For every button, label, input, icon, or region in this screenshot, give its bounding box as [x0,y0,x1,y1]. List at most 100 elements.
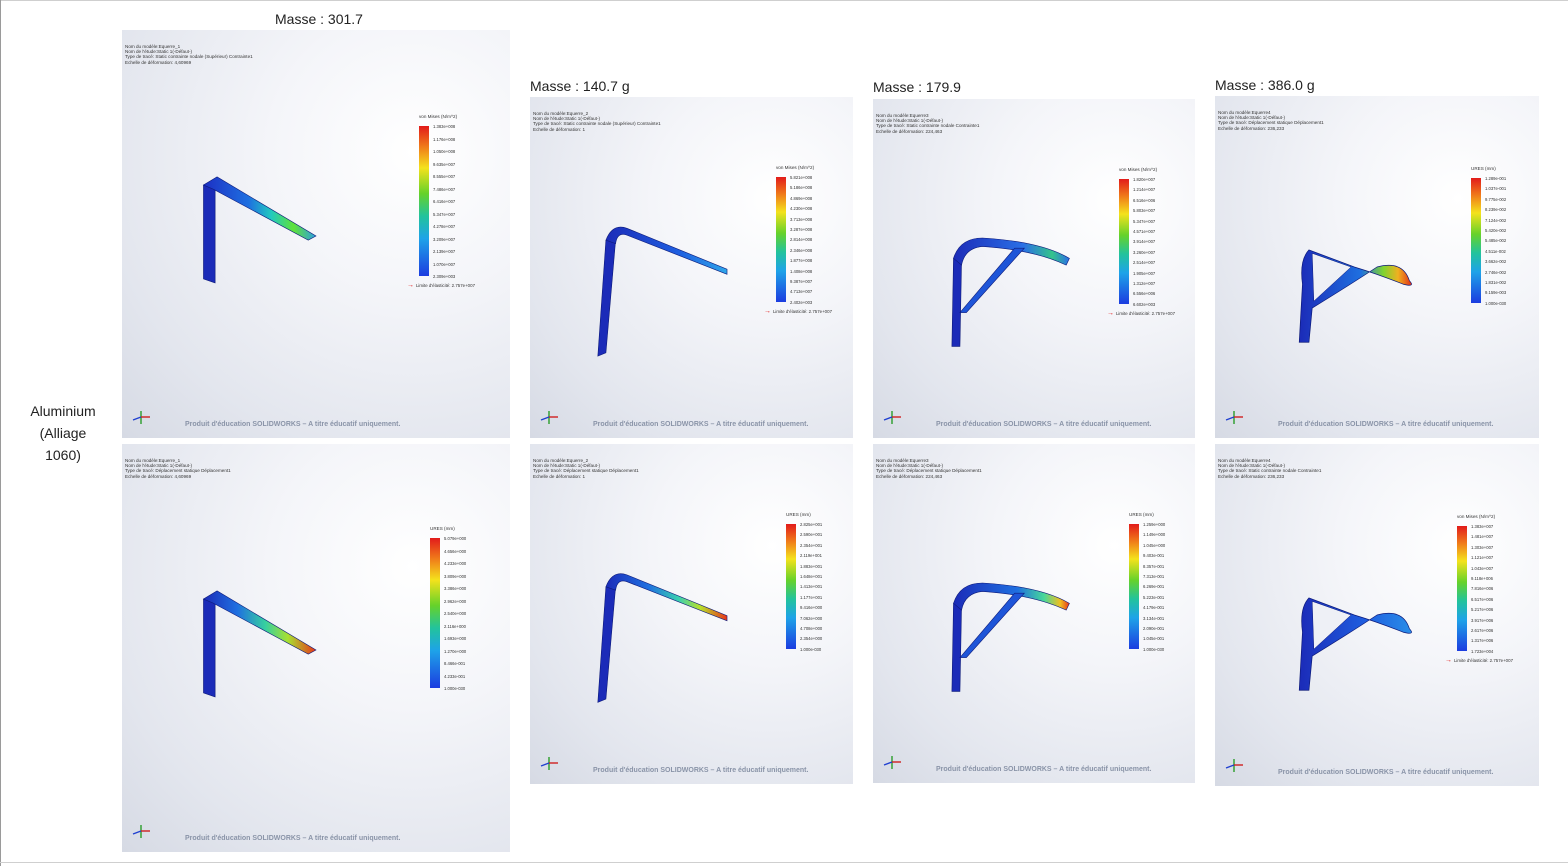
legend-tick-label: 2.514e+007 [1133,260,1156,266]
study-info-line: Type de tracé: Static contrainte nodale … [1218,468,1322,474]
legend-tick-label: 4.278e+007 [433,224,456,229]
study-info-line: Nom de l'étude:Static 1(-Défaut-) [1218,115,1286,121]
axis-triad-icon [883,756,901,769]
bottom-border [0,862,1568,863]
study-info-line: Nom du modèle:Equerre_2 [533,458,589,463]
legend-tick-label: 2.354e+000 [800,636,823,642]
study-info-line: Nom de l'étude:Static 1(-Défaut-) [1218,463,1286,469]
legend-tick-label: 1.000e-030 [444,686,466,691]
legend-tick-label: 2.116e+000 [444,623,466,629]
legend-ticks: 1.383e+007 1.481e+007 1.303e+007 1.121e+007… [1471,524,1493,659]
legend-tick-label: 3.662e-002 [1485,259,1507,265]
simulation-panel: Nom du modèle:Equerre4 Nom de l'étude:Sta… [1215,96,1539,438]
material-label-line3: 1060) [45,447,81,463]
material-label-line1: Aluminium [30,403,96,419]
legend-color-bar [1471,178,1481,303]
axis-triad-icon [132,825,150,838]
watermark-text: Produit d'éducation SOLIDWORKS – A titre… [185,421,401,428]
red-arrow-icon: → [1445,657,1454,664]
legend-tick-label: 9.416e+000 [800,605,823,611]
legend-tick-label: 1.413e+001 [800,584,823,590]
watermark-text: Produit d'éducation SOLIDWORKS – A titre… [185,835,401,842]
legend-tick-label: 4.511e-002 [1485,248,1506,254]
axis-triad-icon [883,411,901,424]
legend-title: von Mises (N/m^2) [419,114,458,119]
legend-title: URES (mm) [1471,166,1496,171]
legend-tick-label: 1.303e+007 [1471,544,1494,550]
legend-tick-label: 5.217e+006 [1471,607,1494,613]
yield-limit-text: Limite d'élasticité: 2.757e+007 [1453,658,1514,663]
study-info-line: Echelle de déformation: 4,60969 [125,473,192,479]
legend-title: von Mises (N/m^2) [776,165,815,170]
study-info: Nom du modèle:Equerre3 Nom de l'étude:Sta… [876,458,982,479]
legend-tick-label: 5.420e-002 [1485,228,1507,234]
legend-tick-label: 2.540e+000 [444,611,467,616]
legend-tick-label: 1.045e-001 [1143,636,1165,642]
legend-title: von Mises (N/m^2) [1457,514,1496,519]
legend-tick-label: 1.177e+001 [800,594,823,600]
study-info-line: Type de tracé: Static contrainte nodale … [125,54,253,60]
legend-tick-label: 9.775e-002 [1485,196,1507,202]
study-info-line: Nom du modèle:Equerre4 [1218,110,1271,115]
legend-tick-label: 4.233e-001 [444,673,466,679]
red-arrow-icon: → [1107,310,1116,317]
bracket-model [202,176,317,284]
bracket-model [597,226,728,357]
legend-tick-label: 2.119e+001 [800,553,822,559]
study-info-line: Type de tracé: Déplacement statique Dépl… [125,468,231,474]
legend-tick-label: 3.917e+006 [1471,617,1494,623]
legend-tick-label: 2.814e+008 [790,237,813,243]
legend-tick-label: 4.230e+008 [790,206,813,212]
legend-title: URES (mm) [786,512,811,517]
study-info-line: Type de tracé: Déplacement statique Dépl… [533,468,639,474]
study-info-line: Type de tracé: Déplacement statique Dépl… [1218,120,1324,126]
bracket-model [951,237,1070,347]
legend-tick-label: 2.346e+008 [790,247,813,253]
legend-tick-label: 8.357e-001 [1143,563,1165,569]
mass-label-1: Masse : 301.7 [275,11,363,27]
legend-tick-label: 1.317e+006 [1471,638,1494,644]
study-info-line: Echelle de déformation: 224,463 [876,128,943,134]
legend-tick-label: 6.556e+006 [1133,291,1156,297]
legend-tick-label: 3.287e+008 [790,227,813,233]
legend-color-bar [776,177,786,302]
top-border [0,0,1568,1]
legend-tick-label: 8.239e-002 [1485,207,1507,213]
study-info-line: Echelle de déformation: 236,233 [1218,125,1285,131]
legend-color-bar [430,538,440,688]
study-info-line: Nom du modèle:Equerre3 [876,113,929,118]
red-arrow-icon: → [407,282,416,289]
legend-tick-label: 1.259e+000 [1143,522,1166,527]
study-info: Nom du modèle:Equerre4 Nom de l'étude:Sta… [1218,458,1321,479]
legend-tick-label: 7.313e-001 [1143,574,1165,580]
study-info-line: Echelle de déformation: 236,233 [1218,473,1285,479]
simulation-panel: Nom du modèle:Equerre_1 Nom de l'étude:St… [122,30,510,438]
legend-ticks: 5.079e+000 4.656e+000 4.233e+000 3.809e+000… [444,536,466,699]
legend-tick-label: 4.233e+000 [444,561,467,566]
study-info-line: Nom de l'étude:Static 1(-Défaut-) [876,118,944,124]
legend-tick-label: 1.693e+000 [444,636,467,641]
yield-limit-text: Limite d'élasticité: 2.757e+007 [1115,311,1176,316]
legend-tick-label: 1.045e+000 [1143,542,1166,548]
study-info-line: Nom de l'étude:Static 1(-Défaut-) [125,463,193,469]
yield-limit-label: → Limite d'élasticité: 2.757e+007 [1445,657,1513,664]
legend-tick-label: 4.656e+000 [444,548,467,554]
simulation-panel: Nom du modèle:Equerre_2 Nom de l'étude:St… [530,97,853,438]
legend-tick-label: 1.037e-001 [1485,186,1507,192]
study-info: Nom du modèle:Equerre_1 Nom de l'étude:St… [125,44,253,65]
study-info-line: Type de tracé: Static contrainte nodale … [533,121,661,127]
legend-tick-label: 1.289e-001 [1485,176,1507,181]
legend-tick-label: 7.124e-002 [1485,217,1507,223]
material-label: Aluminium (Alliage 1060) [18,400,108,466]
legend-tick-label: 3.914e+007 [1133,239,1156,245]
study-info: Nom du modèle:Equerre_2 Nom de l'étude:St… [533,111,661,132]
legend-tick-label: 3.386e+000 [444,586,467,591]
study-info-line: Echelle de déformation: 224,463 [876,473,943,479]
legend-tick-label: 1.820e+007 [1133,177,1156,182]
legend-tick-label: 2.354e+001 [800,542,823,548]
legend-tick-label: 5.079e+000 [444,536,467,541]
legend-tick-label: 3.809e+000 [444,573,467,579]
legend-tick-label: 9.387e+007 [790,279,813,285]
legend-tick-label: 5.223e-001 [1143,594,1165,600]
legend-title: URES (mm) [430,526,455,531]
